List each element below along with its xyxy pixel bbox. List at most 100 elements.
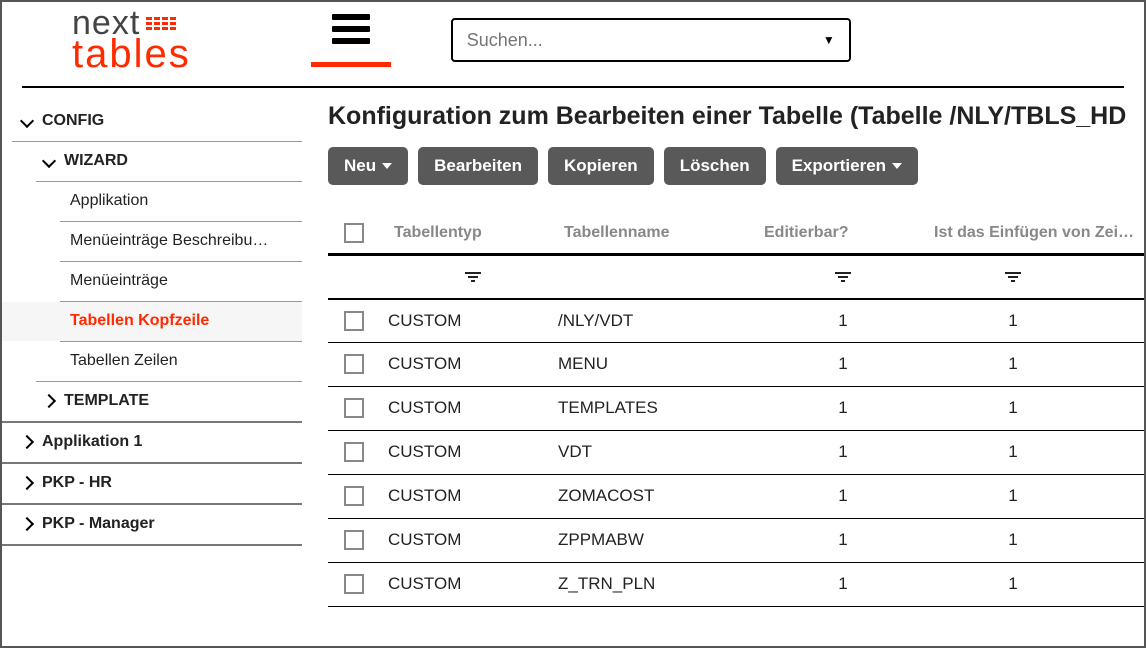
cell-tabellentyp: CUSTOM: [388, 311, 558, 331]
row-checkbox[interactable]: [344, 574, 364, 594]
sidebar-item-config[interactable]: CONFIG: [2, 102, 302, 141]
sidebar-label: Tabellen Zeilen: [70, 352, 178, 370]
table-header-row: Tabellentyp Tabellenname Editierbar? Ist…: [328, 213, 1144, 253]
cell-tabellentyp: CUSTOM: [388, 574, 558, 594]
page-title: Konfiguration zum Bearbeiten einer Tabel…: [328, 102, 1144, 131]
sidebar-item-wizard[interactable]: WIZARD: [2, 142, 302, 181]
logo-bars-icon: [146, 17, 176, 30]
btn-label: Kopieren: [564, 156, 638, 176]
sidebar-item-pkp-manager[interactable]: PKP - Manager: [2, 505, 302, 544]
cell-einfuegen: 1: [928, 398, 1098, 418]
sidebar-item-menueintraege-beschreibung[interactable]: Menüeinträge Beschreibu…: [2, 222, 302, 261]
cell-tabellentyp: CUSTOM: [388, 398, 558, 418]
loeschen-button[interactable]: Löschen: [664, 147, 766, 185]
neu-button[interactable]: Neu: [328, 147, 408, 185]
search-box[interactable]: ▼: [451, 18, 851, 62]
cell-einfuegen: 1: [928, 530, 1098, 550]
sidebar-item-applikation-1[interactable]: Applikation 1: [2, 423, 302, 462]
sidebar-item-tabellen-zeilen[interactable]: Tabellen Zeilen: [2, 342, 302, 381]
btn-label: Bearbeiten: [434, 156, 522, 176]
logo-text-bottom: tables: [72, 38, 191, 71]
sidebar-label: Applikation 1: [42, 433, 142, 451]
cell-tabellenname: /NLY/VDT: [558, 311, 758, 331]
table-row[interactable]: CUSTOMMENU11: [328, 343, 1144, 387]
cell-tabellenname: Z_TRN_PLN: [558, 574, 758, 594]
cell-einfuegen: 1: [928, 442, 1098, 462]
caret-down-icon: [382, 163, 392, 169]
cell-tabellentyp: CUSTOM: [388, 486, 558, 506]
data-table: Tabellentyp Tabellenname Editierbar? Ist…: [328, 213, 1144, 607]
toolbar: Neu Bearbeiten Kopieren Löschen Exportie…: [328, 147, 1144, 185]
table-row[interactable]: CUSTOMZOMACOST11: [328, 475, 1144, 519]
col-tabellentyp[interactable]: Tabellentyp: [388, 224, 558, 242]
bearbeiten-button[interactable]: Bearbeiten: [418, 147, 538, 185]
cell-editierbar: 1: [758, 442, 928, 462]
logo: next tables: [72, 10, 191, 71]
cell-tabellenname: ZOMACOST: [558, 486, 758, 506]
cell-tabellenname: MENU: [558, 354, 758, 374]
chevron-right-icon: [20, 435, 34, 449]
cell-tabellentyp: CUSTOM: [388, 442, 558, 462]
col-editierbar[interactable]: Editierbar?: [758, 224, 928, 242]
sidebar-item-pkp-hr[interactable]: PKP - HR: [2, 464, 302, 503]
search-input[interactable]: [467, 30, 823, 51]
cell-einfuegen: 1: [928, 354, 1098, 374]
sidebar-label: TEMPLATE: [64, 392, 149, 410]
table-row[interactable]: CUSTOM/NLY/VDT11: [328, 299, 1144, 343]
table-row[interactable]: CUSTOMTEMPLATES11: [328, 387, 1144, 431]
table-row[interactable]: CUSTOMZPPMABW11: [328, 519, 1144, 563]
kopieren-button[interactable]: Kopieren: [548, 147, 654, 185]
row-checkbox[interactable]: [344, 311, 364, 331]
col-einfuegen[interactable]: Ist das Einfügen von Zeilen erla: [928, 224, 1144, 242]
row-checkbox[interactable]: [344, 486, 364, 506]
table-row[interactable]: CUSTOMZ_TRN_PLN11: [328, 563, 1144, 607]
sidebar-label: WIZARD: [64, 152, 128, 170]
row-checkbox[interactable]: [344, 398, 364, 418]
cell-tabellentyp: CUSTOM: [388, 354, 558, 374]
cell-editierbar: 1: [758, 574, 928, 594]
sidebar-label: CONFIG: [42, 112, 104, 130]
cell-editierbar: 1: [758, 486, 928, 506]
cell-editierbar: 1: [758, 530, 928, 550]
cell-tabellenname: ZPPMABW: [558, 530, 758, 550]
cell-einfuegen: 1: [928, 574, 1098, 594]
table-row[interactable]: CUSTOMVDT11: [328, 431, 1144, 475]
sidebar-label: Applikation: [70, 192, 148, 210]
filter-row: [328, 256, 1144, 298]
chevron-down-icon: [20, 114, 34, 128]
cell-tabellenname: VDT: [558, 442, 758, 462]
sidebar-item-applikation[interactable]: Applikation: [2, 182, 302, 221]
sidebar-item-tabellen-kopfzeile[interactable]: Tabellen Kopfzeile: [2, 302, 302, 341]
row-checkbox[interactable]: [344, 530, 364, 550]
caret-down-icon: [892, 163, 902, 169]
sidebar: CONFIG WIZARD Applikation Menüeinträge B…: [2, 88, 302, 632]
chevron-right-icon: [20, 517, 34, 531]
select-all-checkbox[interactable]: [344, 223, 364, 243]
cell-tabellenname: TEMPLATES: [558, 398, 758, 418]
col-tabellenname[interactable]: Tabellenname: [558, 224, 758, 242]
filter-icon[interactable]: [1005, 272, 1021, 282]
btn-label: Löschen: [680, 156, 750, 176]
active-tab-underline: [311, 62, 391, 67]
btn-label: Neu: [344, 156, 376, 176]
sidebar-label: Menüeinträge: [70, 272, 168, 290]
hamburger-icon[interactable]: [332, 14, 370, 44]
topbar: next tables ▼: [2, 2, 1144, 78]
btn-label: Exportieren: [792, 156, 886, 176]
caret-down-icon[interactable]: ▼: [823, 33, 835, 47]
sidebar-item-template[interactable]: TEMPLATE: [2, 382, 302, 421]
filter-icon[interactable]: [465, 272, 481, 282]
filter-icon[interactable]: [835, 272, 851, 282]
sidebar-label: PKP - HR: [42, 474, 112, 492]
cell-editierbar: 1: [758, 354, 928, 374]
exportieren-button[interactable]: Exportieren: [776, 147, 918, 185]
row-checkbox[interactable]: [344, 442, 364, 462]
chevron-right-icon: [20, 476, 34, 490]
cell-editierbar: 1: [758, 311, 928, 331]
chevron-right-icon: [42, 394, 56, 408]
row-checkbox[interactable]: [344, 354, 364, 374]
main: Konfiguration zum Bearbeiten einer Tabel…: [302, 88, 1144, 632]
cell-editierbar: 1: [758, 398, 928, 418]
sidebar-item-menueintraege[interactable]: Menüeinträge: [2, 262, 302, 301]
cell-einfuegen: 1: [928, 486, 1098, 506]
